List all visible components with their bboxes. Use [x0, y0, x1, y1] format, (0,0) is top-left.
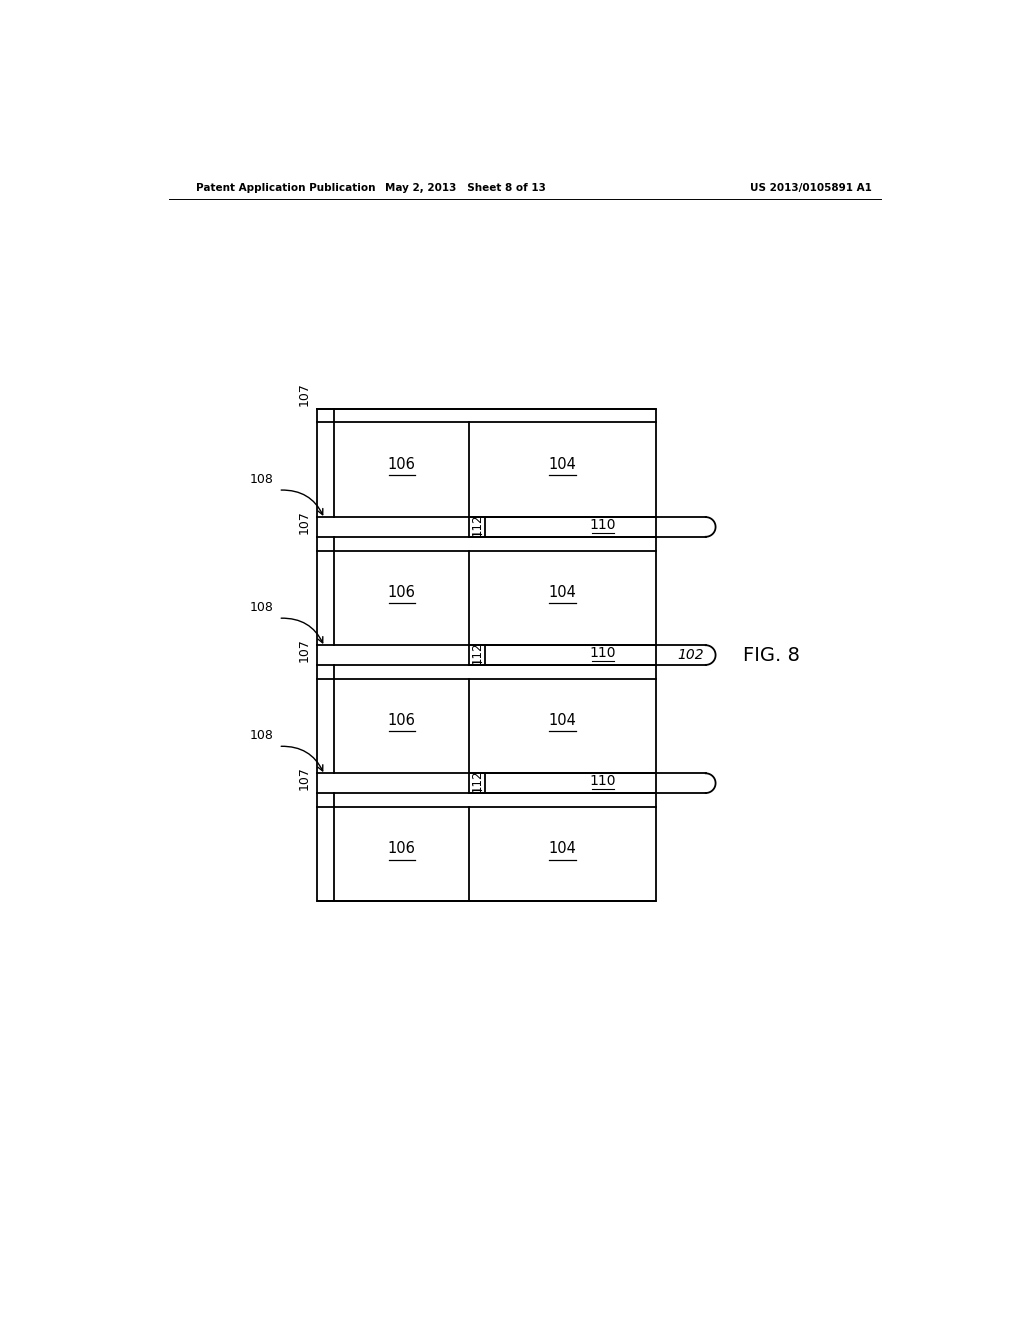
Text: 112: 112 — [471, 642, 483, 664]
Text: 108: 108 — [250, 473, 273, 486]
Text: 108: 108 — [250, 729, 273, 742]
Text: 110: 110 — [590, 645, 616, 660]
Text: US 2013/0105891 A1: US 2013/0105891 A1 — [751, 182, 872, 193]
Text: 106: 106 — [388, 713, 416, 729]
Text: 110: 110 — [590, 517, 616, 532]
Text: 107: 107 — [297, 766, 310, 789]
Text: 104: 104 — [549, 713, 577, 729]
Text: 106: 106 — [388, 585, 416, 601]
Text: 107: 107 — [297, 510, 310, 533]
Text: 110: 110 — [590, 774, 616, 788]
Text: FIG. 8: FIG. 8 — [742, 645, 800, 664]
Text: Patent Application Publication: Patent Application Publication — [196, 182, 376, 193]
Text: 107: 107 — [297, 381, 310, 405]
Text: 112: 112 — [471, 513, 483, 536]
Text: 104: 104 — [549, 457, 577, 473]
Text: 106: 106 — [388, 841, 416, 857]
Text: 104: 104 — [549, 841, 577, 857]
Text: 107: 107 — [297, 638, 310, 661]
Text: 104: 104 — [549, 585, 577, 601]
Text: 108: 108 — [250, 601, 273, 614]
Text: 102: 102 — [677, 648, 703, 663]
Text: 112: 112 — [471, 770, 483, 792]
Text: 106: 106 — [388, 457, 416, 473]
Text: May 2, 2013   Sheet 8 of 13: May 2, 2013 Sheet 8 of 13 — [385, 182, 546, 193]
